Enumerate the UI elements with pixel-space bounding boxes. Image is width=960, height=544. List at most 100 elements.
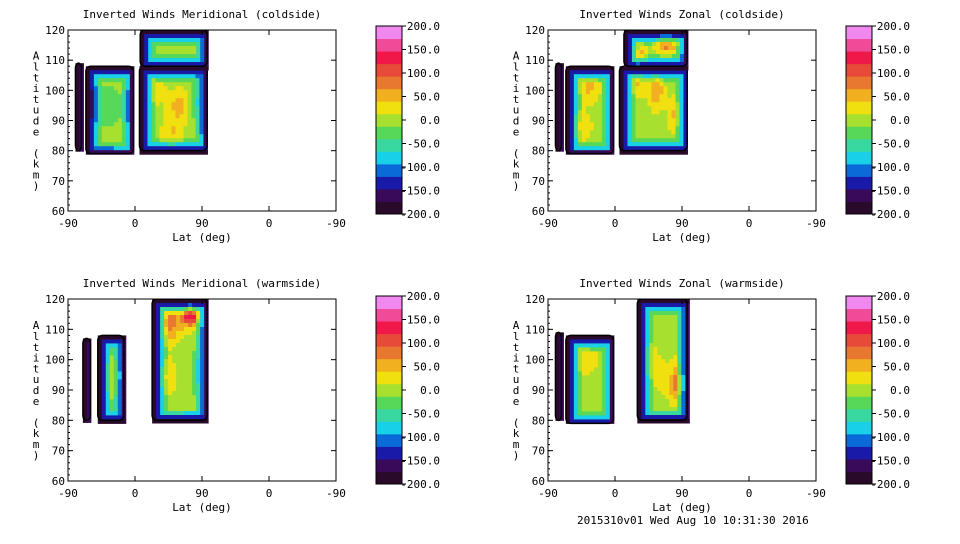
data-cell xyxy=(188,387,193,392)
x-tick-label: 90 xyxy=(195,217,208,230)
data-cell xyxy=(179,90,184,95)
data-cell xyxy=(677,315,682,320)
data-cell xyxy=(85,70,91,75)
data-cell xyxy=(593,70,599,75)
data-cell xyxy=(683,106,688,111)
data-cell xyxy=(673,363,678,368)
data-cell xyxy=(597,415,603,420)
data-cell xyxy=(593,90,599,95)
data-cell xyxy=(85,122,91,127)
data-cell xyxy=(623,46,629,51)
data-cell xyxy=(683,118,688,123)
y-axis-label-char: u xyxy=(513,104,520,117)
data-cell xyxy=(172,407,177,412)
data-cell xyxy=(673,391,678,396)
data-cell xyxy=(200,339,205,344)
data-cell xyxy=(200,327,205,332)
data-cell xyxy=(168,387,173,392)
data-cell xyxy=(113,415,119,420)
data-cell xyxy=(167,146,172,151)
data-cell xyxy=(97,98,103,103)
data-cell xyxy=(683,126,688,131)
chart-panel-3: Inverted Winds Meridional (warmside)6070… xyxy=(33,277,440,514)
data-cell xyxy=(117,395,123,400)
data-cell xyxy=(176,411,181,416)
data-cell xyxy=(187,130,192,135)
data-cell xyxy=(605,110,611,115)
data-cell xyxy=(164,407,169,412)
data-cell xyxy=(655,46,661,51)
data-cell xyxy=(113,343,119,348)
data-cell xyxy=(179,94,184,99)
colorbar-label: 0.0 xyxy=(420,384,440,397)
data-cell xyxy=(669,395,674,400)
data-cell xyxy=(653,387,658,392)
data-cell xyxy=(679,102,684,107)
data-cell xyxy=(605,78,611,83)
data-cell xyxy=(192,38,197,43)
data-cell xyxy=(601,150,607,155)
data-cell xyxy=(105,142,111,147)
data-cell xyxy=(639,46,645,51)
data-cell xyxy=(117,146,123,151)
data-cell xyxy=(140,50,145,55)
data-cell xyxy=(641,371,646,376)
data-cell xyxy=(609,122,615,127)
data-cell xyxy=(653,351,658,356)
data-cell xyxy=(200,311,205,316)
data-cell xyxy=(196,347,201,352)
data-cell xyxy=(681,367,686,372)
data-cell xyxy=(176,343,181,348)
data-cell xyxy=(184,363,189,368)
data-cell xyxy=(569,371,575,376)
data-cell xyxy=(109,70,115,75)
data-cell xyxy=(673,311,678,316)
data-cell xyxy=(657,335,662,340)
data-cell xyxy=(667,62,673,67)
data-cell xyxy=(101,379,107,384)
data-cell xyxy=(144,54,149,59)
data-cell xyxy=(93,86,99,91)
data-cell xyxy=(639,38,645,43)
footer-timestamp: 2015310v01 Wed Aug 10 10:31:30 2016 xyxy=(577,514,809,527)
data-cell xyxy=(585,379,591,384)
data-cell xyxy=(667,118,672,123)
data-cell xyxy=(589,102,595,107)
data-cell xyxy=(171,150,176,155)
data-cell xyxy=(156,387,161,392)
colorbar-swatch xyxy=(846,421,872,435)
data-cell xyxy=(152,327,157,332)
data-cell xyxy=(669,383,674,388)
y-axis-label-char: d xyxy=(513,115,520,128)
data-cell xyxy=(651,50,657,55)
data-cell xyxy=(89,134,95,139)
data-cell xyxy=(168,66,173,71)
data-cell xyxy=(647,74,652,79)
data-cell xyxy=(86,342,92,347)
data-cell xyxy=(191,122,196,127)
data-cell xyxy=(675,106,680,111)
data-cell xyxy=(101,86,107,91)
data-cell xyxy=(657,371,662,376)
data-cell xyxy=(192,415,197,420)
data-cell xyxy=(117,411,123,416)
data-cell xyxy=(601,106,607,111)
data-cell xyxy=(175,82,180,87)
data-cell xyxy=(172,303,177,308)
data-cell xyxy=(657,323,662,328)
data-cell xyxy=(673,319,678,324)
data-cell xyxy=(565,146,571,151)
data-cell xyxy=(635,150,640,155)
data-cell xyxy=(109,134,115,139)
data-cell xyxy=(180,315,185,320)
data-cell xyxy=(113,74,119,79)
data-cell xyxy=(675,54,681,59)
data-cell xyxy=(117,367,123,372)
data-cell xyxy=(85,146,91,151)
data-cell xyxy=(172,351,177,356)
data-cell xyxy=(655,86,660,91)
colorbar-label: 50.0 xyxy=(884,91,911,104)
data-cell xyxy=(605,347,611,352)
data-cell xyxy=(121,66,127,71)
data-cell xyxy=(581,355,587,360)
